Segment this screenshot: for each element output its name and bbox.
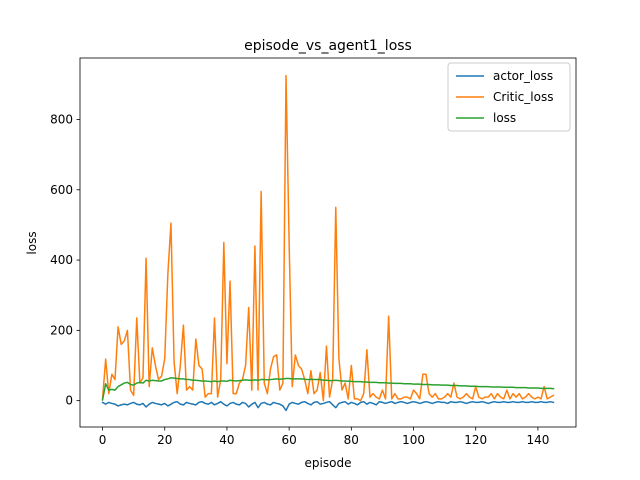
legend-label-critic-loss: Critic_loss xyxy=(493,90,553,104)
plot-area xyxy=(79,57,577,428)
series-line-loss xyxy=(101,377,555,401)
x-tick-label: 40 xyxy=(219,433,234,447)
x-tick-label: 0 xyxy=(99,433,107,447)
chart-title: episode_vs_agent1_loss xyxy=(244,38,412,54)
y-axis: 0 200 400 600 800 xyxy=(50,113,80,408)
x-axis-label: episode xyxy=(305,456,352,470)
x-tick-label: 20 xyxy=(157,433,172,447)
x-tick-label: 120 xyxy=(464,433,487,447)
x-tick-label: 140 xyxy=(526,433,549,447)
legend-label-loss: loss xyxy=(493,111,516,125)
x-tick-label: 100 xyxy=(402,433,425,447)
y-tick-label: 600 xyxy=(50,183,73,197)
series-line-actor-loss xyxy=(101,400,555,412)
legend-label-actor-loss: actor_loss xyxy=(493,69,553,83)
series-line-critic-loss xyxy=(101,74,555,402)
x-tick-label: 60 xyxy=(281,433,296,447)
x-tick-label: 80 xyxy=(344,433,359,447)
y-tick-label: 0 xyxy=(65,394,73,408)
y-tick-label: 400 xyxy=(50,253,73,267)
x-axis: 0 20 40 60 80 100 120 140 xyxy=(99,427,549,447)
y-tick-label: 800 xyxy=(50,113,73,127)
legend-box xyxy=(447,62,571,132)
y-axis-label: loss xyxy=(25,231,39,254)
axes-frame xyxy=(79,57,577,428)
y-tick-label: 200 xyxy=(50,323,73,337)
